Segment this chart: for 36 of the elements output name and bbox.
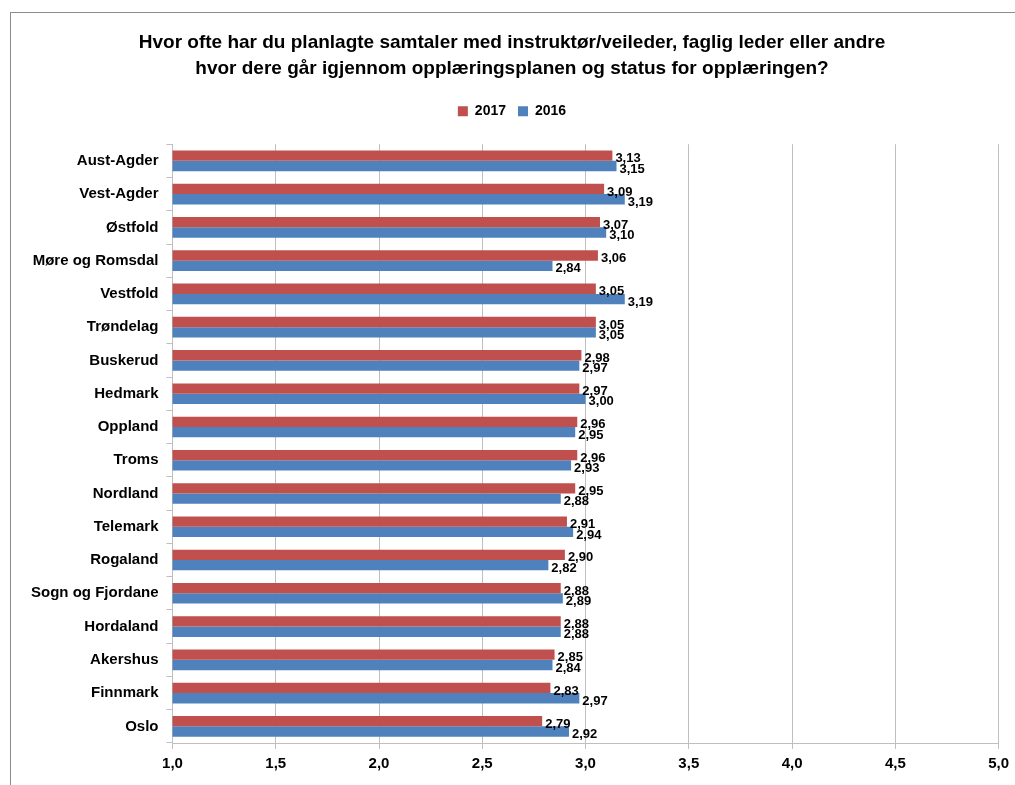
x-tick-label: 4,0	[781, 754, 803, 772]
y-tick-label: Nordland	[92, 483, 159, 501]
data-label: 2,97	[582, 692, 608, 708]
y-tick-label: Sogn og Fjordane	[30, 583, 159, 601]
y-tick-label: Møre og Romsdal	[32, 250, 159, 268]
x-tick-label: 5,0	[988, 754, 1009, 772]
y-tick-label: Troms	[113, 450, 159, 468]
data-label: 2,92	[572, 726, 598, 742]
y-tick-label: Østfold	[105, 217, 159, 235]
y-tick-label: Oppland	[97, 417, 159, 435]
x-tick-label: 3,5	[678, 754, 700, 772]
data-label: 2,79	[545, 715, 571, 731]
x-tick-label: 2,5	[471, 754, 493, 772]
y-tick-label: Finnmark	[90, 683, 160, 701]
y-tick-label: Trøndelag	[86, 317, 159, 335]
data-label: 3,06	[600, 250, 627, 266]
data-label: 2,84	[555, 260, 582, 276]
y-tick-label: Vestfold	[100, 284, 159, 302]
y-tick-label: Hordaland	[84, 616, 159, 634]
y-tick-label: Akershus	[90, 649, 159, 667]
x-tick-label: 4,5	[884, 754, 906, 772]
y-tick-label: Rogaland	[90, 550, 159, 568]
chart-title: Hvor ofte har du planlagte samtaler med instruktør/veileder, faglig leder eller andre hvor dere går igjennom opplæringsplanen og status for opplæringen?	[138, 30, 886, 79]
legend-label: 2017	[474, 102, 507, 119]
x-tick-label: 3,0	[575, 754, 596, 772]
y-tick-label: Hedmark	[94, 383, 160, 401]
x-tick-label: 1,0	[162, 754, 183, 772]
legend-label: 2016	[535, 102, 567, 119]
y-tick-label: Buskerud	[89, 350, 159, 368]
data-label: 3,19	[627, 293, 654, 309]
y-tick-label: Aust-Agder	[76, 150, 159, 168]
y-tick-label: Telemark	[93, 516, 160, 534]
x-tick-label: 2,0	[368, 754, 390, 772]
x-tick-label: 1,5	[265, 754, 287, 772]
y-tick-label: Oslo	[125, 716, 159, 734]
y-tick-label: Vest-Agder	[79, 184, 159, 202]
